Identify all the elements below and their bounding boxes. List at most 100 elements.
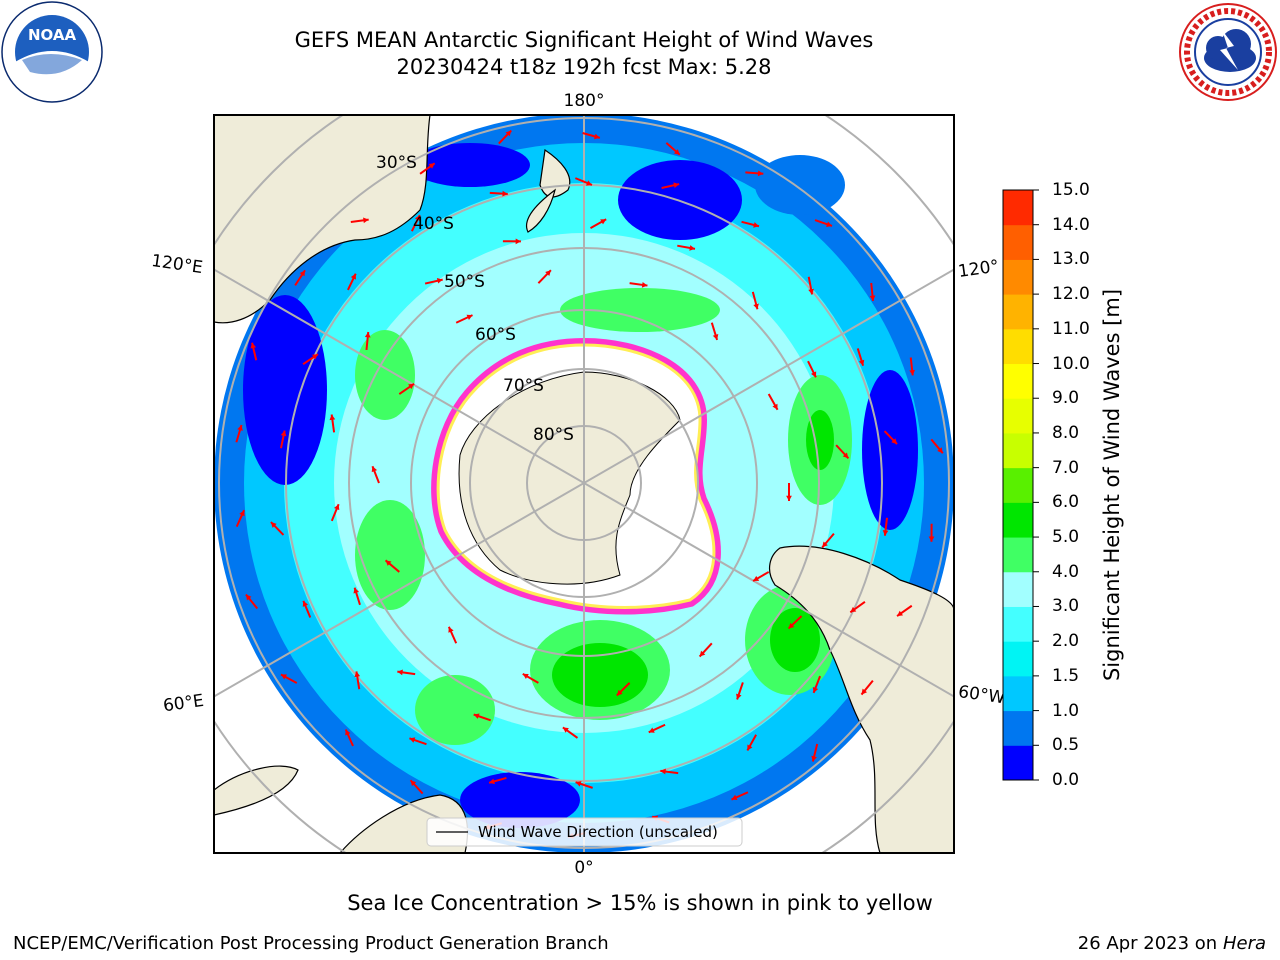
colorbar-tick-label: 15.0 [1052,180,1090,200]
wave-arrow-head [753,575,760,581]
colorbar [1002,189,1039,781]
lat-label-80: 80°S [533,425,574,445]
wave-arrow-head [937,447,943,454]
wave-arrow-head [600,219,607,225]
wave-arrow-head [397,669,403,676]
colorbar-band [1003,502,1033,538]
lon-label-60w: 60°W [957,682,1006,708]
lat-label-50: 50°S [444,272,485,292]
colorbar-band [1003,259,1033,295]
wave-arrow-head [329,414,336,421]
arrow-legend: Wind Wave Direction (unscaled) [426,817,743,847]
wave-arrow-head [822,541,828,548]
lon-label-180: 180° [564,91,605,111]
wave-arrow-head [353,587,359,594]
colorbar-tick-label: 13.0 [1052,249,1090,270]
wave-arrow-head [736,693,742,700]
wave-arrow-head [861,688,868,695]
wave-arrow-head [808,288,814,295]
colorbar-band [1003,537,1033,573]
lat-label-70: 70°S [503,376,544,396]
colorbar-band [1003,294,1033,330]
credit-text: NCEP/EMC/Verification Post Processing Pr… [13,933,609,954]
wave-arrow-head [712,334,719,340]
graticule [214,115,954,853]
colorbar-band [1003,606,1033,642]
antarctica [431,337,721,615]
colorbar-band [1003,328,1033,365]
wave-arrow-head [786,495,792,501]
wave-arrow-head [747,744,753,751]
wave-arrow-head [354,671,361,678]
colorbar-band [1003,224,1033,260]
wave-arrow-head [345,729,351,736]
wave-arrow-head [699,650,706,657]
wave-arrow-head [575,781,582,787]
wave-arrow-head [333,504,340,511]
wave-arrow-head [772,403,778,410]
wave-arrow-head [466,314,473,320]
wave-arrow-head [410,780,417,787]
colorbar-tick-label: 11.0 [1052,318,1090,339]
wave-arrow-head [891,438,898,445]
colorbar-tick-label: 0.0 [1052,770,1080,790]
wave-arrow-head [250,342,257,349]
nws-logo [1179,3,1277,101]
colorbar-band [1003,641,1033,677]
wave-arrow-head [239,510,245,517]
wave-arrow-head [409,737,416,743]
wave-arrow-head [882,530,889,536]
wave-arrow-head [909,369,916,376]
wave-arrow-head [897,610,904,617]
wave-arrow-head [928,536,935,542]
colorbar-band [1003,363,1033,399]
wave-arrow-head [408,383,415,390]
wave-arrow-head [436,277,443,284]
colorbar-band [1003,745,1033,781]
colorbar-band [1003,398,1033,434]
wave-arrow-head [753,303,759,310]
wave-arrow-head [842,452,849,459]
wave-arrow-head [505,130,512,137]
colorbar-tick-label: 2.0 [1052,631,1080,652]
wave-arrow-head [811,755,817,762]
colorbar-tick-label: 1.0 [1052,700,1080,721]
chart-title: GEFS MEAN Antarctic Significant Height o… [294,28,874,52]
wave-arrow-head [522,673,529,680]
wave-arrow-head [788,622,795,629]
wave-arrow-head [299,270,306,277]
wave-arrow-head [237,425,243,431]
wave-arrow-head [363,217,369,224]
wave-direction-arrows [235,129,944,839]
wave-arrow-head [858,359,865,366]
wave-arrow-head [673,149,680,155]
colorbar-tick-label: 8.0 [1052,422,1080,443]
colorbar-tick-label: 12.0 [1052,284,1090,305]
colorbar-band [1003,432,1033,469]
wave-arrow-head [545,270,551,276]
wave-arrow-head [660,768,666,775]
wave-arrow-head [448,626,454,633]
wave-arrow-head [280,674,287,680]
wave-arrow-head [302,600,309,607]
wave-arrow-head [385,560,392,566]
wave-arrow-head [594,133,600,140]
wave-arrow-head [689,245,696,251]
colorbar-tick-label: 14.0 [1052,214,1090,235]
colorbar-band [1003,467,1033,503]
map-frame [213,114,955,854]
colorbar-tick-label: 5.0 [1052,527,1080,548]
colorbar-tick-label: 10.0 [1052,353,1090,374]
colorbar-tick-label: 7.0 [1052,457,1080,478]
lon-label-0: 0° [574,858,593,878]
colorbar-band [1003,190,1033,226]
wave-arrow-head [757,170,764,177]
wave-arrow-head [364,332,371,338]
legend-label: Wind Wave Direction (unscaled) [478,823,718,841]
wave-arrow-head [280,430,287,437]
system-name: Hera [1222,933,1266,954]
wave-arrow-head [414,215,421,222]
wave-arrow-head [502,190,508,197]
wave-arrow-head [270,522,277,528]
